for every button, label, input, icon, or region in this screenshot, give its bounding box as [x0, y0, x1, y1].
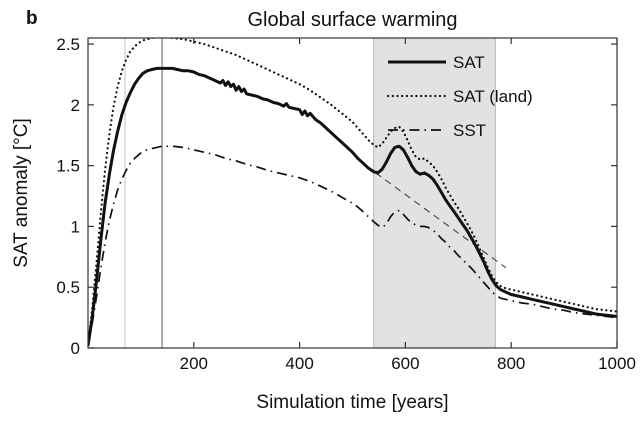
y-tick-label: 2	[71, 96, 80, 115]
x-tick-label: 200	[180, 354, 208, 373]
x-tick-label: 1000	[598, 354, 636, 373]
x-axis-label: Simulation time [years]	[256, 392, 449, 413]
axes-box	[87, 37, 618, 349]
y-tick-label: 1.5	[56, 157, 80, 176]
legend-label-2: SAT (land)	[453, 87, 533, 106]
x-tick-label: 400	[285, 354, 313, 373]
x-tick-label: 600	[391, 354, 419, 373]
y-tick-label: 2.5	[56, 35, 80, 54]
legend: SAT SAT (land) SST	[386, 53, 533, 140]
panel-label: b	[26, 8, 38, 29]
series-sat	[88, 66, 617, 346]
axis-ticks	[88, 38, 618, 349]
y-tick-label: 1	[71, 217, 80, 236]
legend-label-1: SAT	[453, 53, 485, 72]
series-sat-land	[88, 38, 617, 347]
tick-labels: 200 400 600 800 1000 0 0.5 1 1.5 2 2.5	[56, 35, 636, 373]
y-tick-label: 0	[71, 339, 80, 358]
series-sst	[88, 145, 617, 346]
x-tick-label: 800	[497, 354, 525, 373]
legend-label-3: SST	[453, 121, 486, 140]
reference-dashed-line	[365, 165, 507, 269]
y-tick-label: 0.5	[56, 278, 80, 297]
chart-title: Global surface warming	[247, 9, 458, 31]
shaded-band	[373, 38, 496, 348]
